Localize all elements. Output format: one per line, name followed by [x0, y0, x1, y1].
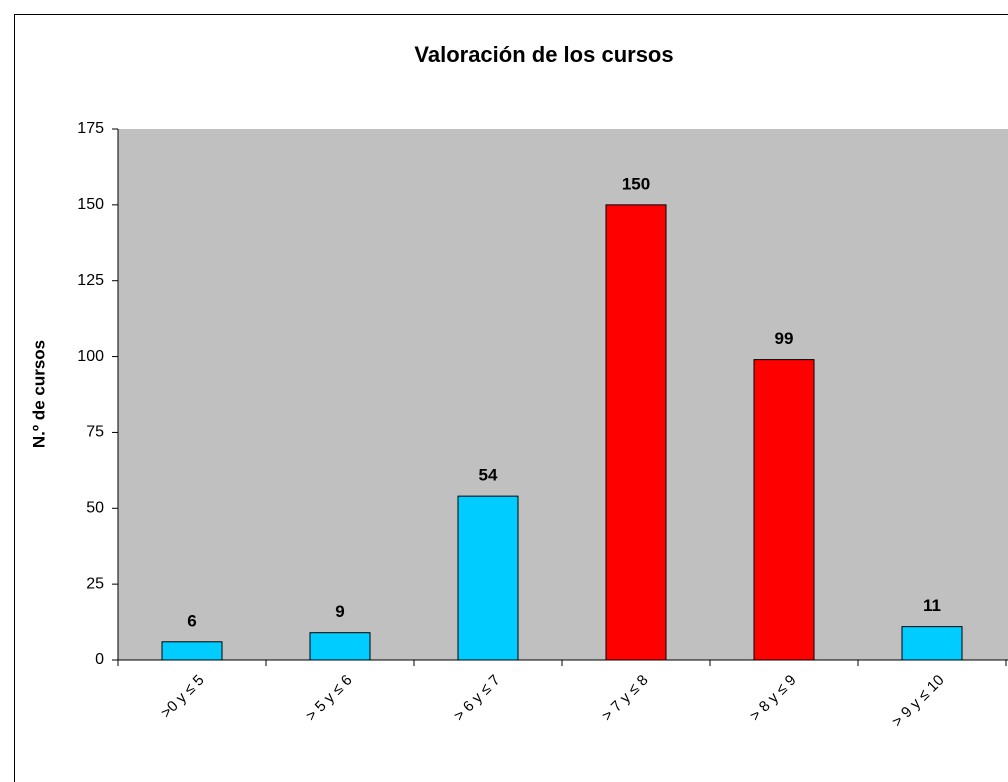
y-tick-label: 50	[86, 500, 104, 517]
y-tick-label: 100	[77, 348, 104, 365]
plot-area	[118, 129, 1008, 660]
y-tick-label: 75	[86, 424, 104, 441]
y-tick-label: 125	[77, 272, 104, 289]
y-tick-label: 150	[77, 196, 104, 213]
y-tick-label: 0	[95, 651, 104, 668]
data-label: 6	[187, 611, 196, 630]
y-tick-label: 25	[86, 575, 104, 592]
y-axis-title: N.º de cursos	[29, 340, 48, 448]
y-tick-label: 175	[77, 120, 104, 137]
bar	[309, 632, 371, 661]
data-label: 99	[775, 329, 794, 348]
data-label: 54	[479, 466, 498, 485]
bar	[901, 626, 963, 661]
bar	[457, 495, 519, 661]
data-label: 11	[923, 596, 941, 615]
data-label: 9	[335, 602, 344, 621]
bar	[161, 641, 223, 661]
chart-title: Valoración de los cursos	[414, 42, 673, 67]
bar	[753, 359, 815, 661]
bar	[605, 204, 667, 661]
data-label: 150	[622, 174, 650, 193]
